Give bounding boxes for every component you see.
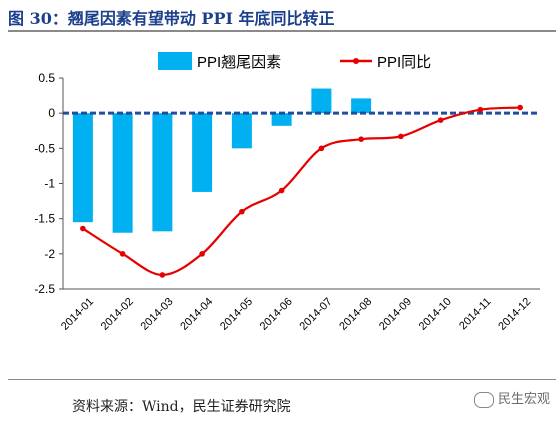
bar (112, 113, 133, 233)
legend-bar-label: PPI翘尾因素 (197, 54, 281, 71)
x-tick-label: 2014-06 (258, 296, 295, 333)
y-tick-label: -2.5 (34, 282, 55, 296)
bar (231, 113, 252, 149)
watermark: 民生宏观 (473, 388, 550, 408)
y-tick-label: 0.5 (38, 71, 55, 85)
x-tick-label: 2014-11 (457, 296, 493, 332)
x-tick-label: 2014-08 (337, 296, 374, 333)
line-point (199, 251, 205, 257)
bar (351, 98, 372, 114)
chart-title: 图 30：翘尾因素有望带动 PPI 年底同比转正 (8, 9, 335, 28)
legend: PPI翘尾因素 PPI同比 (158, 52, 431, 71)
title-divider (8, 30, 556, 32)
wechat-icon (473, 391, 494, 408)
x-tick-labels: 2014-01 2014-02 2014-03 2014-04 2014-05 2014-… (59, 296, 533, 333)
x-tick-label: 2014-07 (298, 296, 335, 333)
bar (271, 113, 292, 126)
bar (72, 113, 93, 223)
y-tick-label: -0.5 (34, 141, 55, 155)
x-tick-label: 2014-10 (417, 296, 454, 333)
watermark-text: 民生宏观 (497, 392, 550, 407)
x-tick-label: 2014-05 (218, 296, 255, 333)
chart: PPI翘尾因素 PPI同比 0.5 0 -0.5 -1 -1.5 -2 -2.5 2014-… (34, 52, 540, 333)
x-tick-label: 2014-01 (59, 296, 96, 333)
line-series (80, 104, 523, 278)
x-tick-label: 2014-03 (139, 296, 176, 333)
y-tick-label: -2 (44, 247, 55, 261)
y-tick-label: -1.5 (34, 212, 55, 226)
line-point (437, 117, 444, 123)
line-point (80, 225, 86, 232)
line-point (119, 251, 126, 257)
bar (311, 88, 332, 114)
bar-series (72, 88, 372, 233)
legend-line-label: PPI同比 (377, 54, 431, 71)
line-point (358, 136, 364, 142)
line-point (398, 133, 404, 140)
line-point (239, 208, 245, 215)
x-tick-label: 2014-04 (178, 296, 215, 333)
axes: 0.5 0 -0.5 -1 -1.5 -2 -2.5 (34, 71, 540, 296)
bar (152, 113, 173, 232)
line-point (159, 272, 166, 278)
y-tick-label: 0 (48, 106, 55, 120)
line-point (278, 187, 285, 194)
line-point (517, 104, 523, 111)
x-tick-label: 2014-12 (496, 296, 533, 333)
x-tick-label: 2014-02 (99, 296, 136, 333)
line-point (477, 106, 484, 113)
x-tick-label: 2014-09 (377, 296, 414, 333)
footer-divider (8, 379, 556, 380)
y-tick-label: -1 (44, 177, 55, 191)
legend-bar-swatch (158, 52, 192, 70)
ppi-yoy-line (82, 106, 521, 277)
legend-line-marker (353, 58, 359, 64)
source-note: 资料来源：Wind，民生证券研究院 (72, 399, 291, 415)
bar (192, 113, 213, 192)
line-point (318, 145, 325, 152)
